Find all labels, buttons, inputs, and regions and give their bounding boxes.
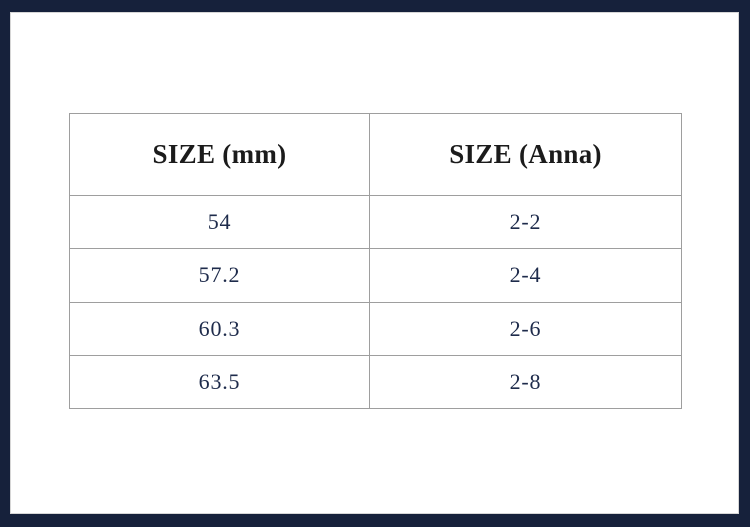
cell-size-mm: 57.2 bbox=[69, 248, 370, 303]
cell-size-anna: 2-4 bbox=[369, 248, 682, 303]
column-header-size-mm: SIZE (mm) bbox=[69, 113, 370, 196]
cell-size-anna: 2-2 bbox=[369, 194, 682, 250]
cell-size-anna: 2-6 bbox=[369, 301, 682, 356]
cell-size-anna: 2-8 bbox=[369, 354, 682, 410]
header-row: SIZE (mm) SIZE (Anna) bbox=[69, 113, 682, 196]
cell-size-mm: 63.5 bbox=[69, 354, 370, 410]
table-row: 57.2 2-4 bbox=[69, 248, 682, 303]
cell-size-mm: 60.3 bbox=[69, 301, 370, 356]
column-header-size-anna: SIZE (Anna) bbox=[369, 113, 682, 196]
table-row: 63.5 2-8 bbox=[69, 354, 682, 410]
table-row: 60.3 2-6 bbox=[69, 301, 682, 356]
table-row: 54 2-2 bbox=[69, 194, 682, 250]
size-chart-table: SIZE (mm) SIZE (Anna) 54 2-2 57.2 2-4 60… bbox=[69, 113, 682, 410]
cell-size-mm: 54 bbox=[69, 194, 370, 250]
